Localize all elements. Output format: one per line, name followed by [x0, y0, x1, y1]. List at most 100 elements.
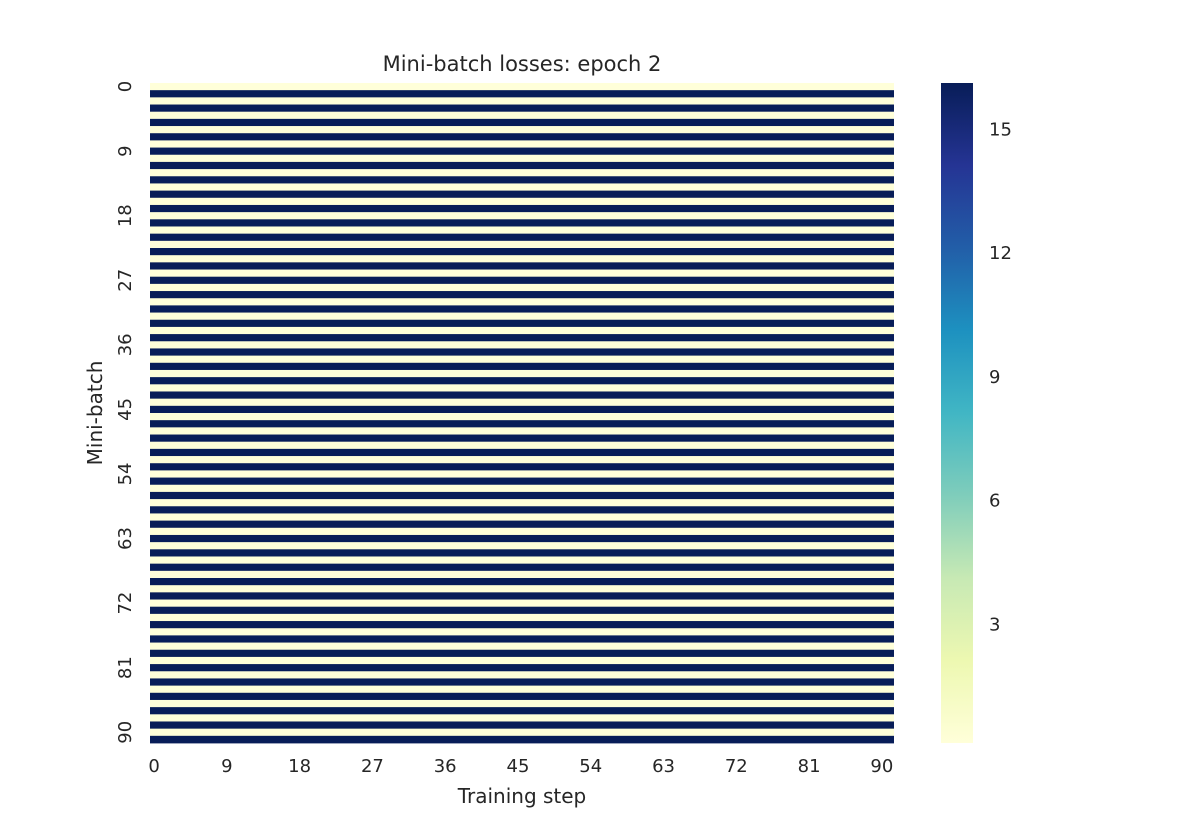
heatmap-row-30 [150, 298, 894, 306]
heatmap-row-23 [150, 248, 894, 256]
heatmap-row-5 [150, 118, 894, 127]
y-tick-label: 72 [115, 592, 136, 615]
y-tick-label: 81 [115, 656, 136, 679]
heatmap-row-18 [150, 212, 894, 220]
heatmap-row-48 [150, 427, 894, 435]
x-tick-label: 9 [221, 756, 232, 777]
heatmap-row-73 [150, 606, 894, 615]
heatmap-row-12 [150, 169, 894, 177]
heatmap-row-70 [150, 585, 894, 593]
heatmap-row-25 [150, 262, 894, 270]
y-tick-label: 27 [115, 269, 136, 292]
heatmap-row-35 [150, 334, 894, 342]
colorbar-tick-label: 15 [989, 119, 1012, 140]
x-tick-label: 63 [652, 756, 675, 777]
heatmap-row-52 [150, 456, 894, 464]
heatmap-row-78 [150, 642, 894, 651]
heatmap-row-80 [150, 656, 894, 665]
heatmap-row-26 [150, 269, 894, 278]
heatmap-row-29 [150, 291, 894, 299]
colorbar-tick-label: 12 [989, 243, 1012, 264]
heatmap-row-84 [150, 685, 894, 694]
heatmap-row-54 [150, 470, 894, 478]
heatmap-row-55 [150, 477, 894, 486]
heatmap-row-58 [150, 499, 894, 507]
heatmap-row-64 [150, 542, 894, 550]
heatmap-row-71 [150, 592, 894, 600]
heatmap-row-24 [150, 255, 894, 263]
y-tick-label: 54 [115, 463, 136, 486]
heatmap-row-40 [150, 369, 894, 378]
heatmap-row-75 [150, 621, 894, 629]
y-tick-label: 63 [115, 527, 136, 550]
x-tick-label: 81 [798, 756, 821, 777]
y-tick-label: 9 [115, 145, 136, 156]
heatmap-row-46 [150, 413, 894, 421]
heatmap-row-33 [150, 319, 894, 328]
heatmap-row-50 [150, 441, 894, 450]
heatmap-row-86 [150, 699, 894, 708]
heatmap-row-47 [150, 420, 894, 428]
heatmap-row-13 [150, 176, 894, 184]
x-tick-label: 0 [148, 756, 159, 777]
x-tick-label: 36 [434, 756, 457, 777]
heatmap-cells [150, 83, 894, 744]
heatmap-row-3 [150, 104, 894, 113]
heatmap-row-38 [150, 355, 894, 364]
colorbar [941, 83, 973, 743]
heatmap-row-6 [150, 126, 894, 134]
heatmap-row-69 [150, 578, 894, 586]
heatmap-row-8 [150, 140, 894, 148]
heatmap-row-11 [150, 161, 894, 170]
heatmap-row-85 [150, 692, 894, 701]
heatmap-row-0 [150, 83, 894, 91]
heatmap-row-76 [150, 628, 894, 636]
heatmap-row-90 [150, 728, 894, 737]
heatmap-row-83 [150, 678, 894, 687]
x-tick-label: 45 [507, 756, 530, 777]
y-axis-label: Mini-batch [83, 361, 107, 466]
heatmap-row-14 [150, 183, 894, 192]
heatmap-row-88 [150, 714, 894, 722]
heatmap-row-61 [150, 520, 894, 529]
heatmap-row-16 [150, 197, 894, 206]
heatmap-row-41 [150, 377, 894, 385]
y-axis-ticks: 0 9 18 27 36 45 54 63 72 81 90 [115, 81, 136, 744]
heatmap-row-87 [150, 707, 894, 715]
heatmap-row-43 [150, 391, 894, 400]
heatmap-row-49 [150, 434, 894, 443]
heatmap-row-77 [150, 635, 894, 643]
x-axis-ticks: 0 9 18 27 36 45 54 63 72 81 90 [148, 756, 893, 777]
heatmap-row-2 [150, 97, 894, 105]
heatmap-row-68 [150, 570, 894, 579]
heatmap-row-67 [150, 563, 894, 572]
heatmap-row-82 [150, 671, 894, 679]
heatmap-row-53 [150, 463, 894, 471]
heatmap-row-10 [150, 154, 894, 163]
heatmap-row-22 [150, 240, 894, 249]
colorbar-tick-label: 3 [989, 614, 1000, 635]
heatmap-row-1 [150, 90, 894, 98]
heatmap-row-32 [150, 312, 894, 321]
heatmap-row-66 [150, 556, 894, 565]
heatmap-row-56 [150, 484, 894, 493]
heatmap-row-81 [150, 664, 894, 672]
heatmap-row-17 [150, 204, 894, 213]
heatmap-row-36 [150, 341, 894, 349]
heatmap-row-79 [150, 649, 894, 658]
heatmap-row-62 [150, 527, 894, 536]
x-tick-label: 72 [725, 756, 748, 777]
heatmap-row-34 [150, 326, 894, 335]
heatmap-row-39 [150, 362, 894, 371]
colorbar-tick-label: 6 [989, 491, 1000, 512]
heatmap-row-19 [150, 219, 894, 227]
heatmap-row-20 [150, 226, 894, 235]
colorbar-ticks: 3 6 9 12 15 [989, 119, 1012, 635]
heatmap-row-31 [150, 305, 894, 313]
heatmap-row-89 [150, 721, 894, 730]
x-tick-label: 90 [870, 756, 893, 777]
heatmap-row-65 [150, 549, 894, 557]
heatmap-row-74 [150, 613, 894, 622]
